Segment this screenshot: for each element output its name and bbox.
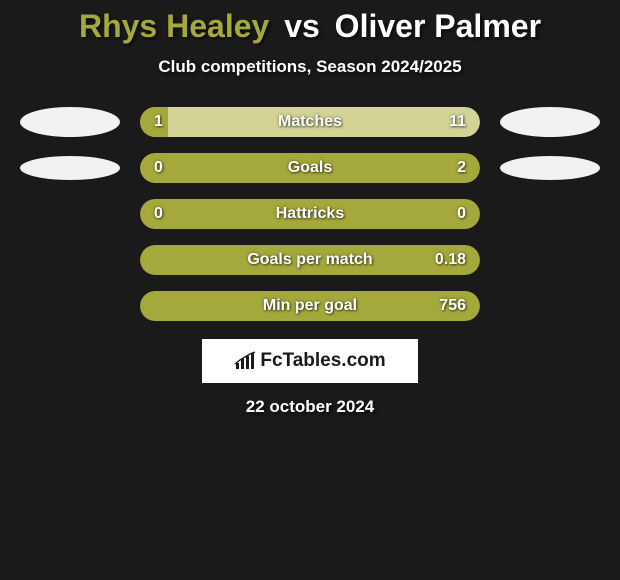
player2-avatar (500, 107, 600, 137)
date: 22 october 2024 (0, 397, 620, 417)
spacer (10, 199, 110, 229)
subtitle: Club competitions, Season 2024/2025 (0, 57, 620, 77)
player1-avatar (20, 107, 120, 137)
logo: FcTables.com (234, 350, 385, 372)
spacer (510, 199, 610, 229)
stats-list: 1Matches110Goals20Hattricks0Goals per ma… (0, 107, 620, 321)
logo-text: FcTables.com (260, 350, 385, 372)
stat-right-value: 756 (439, 291, 466, 321)
stat-bar: 0Hattricks0 (140, 199, 480, 229)
stat-row: 0Hattricks0 (0, 199, 620, 229)
stat-label: Goals (140, 153, 480, 183)
stat-right-value: 0.18 (435, 245, 466, 275)
stat-right-value: 0 (457, 199, 466, 229)
stat-right-value: 2 (457, 153, 466, 183)
stat-bar: 0Goals2 (140, 153, 480, 183)
vs-text: vs (284, 8, 320, 44)
stat-bar: Goals per match0.18 (140, 245, 480, 275)
logo-box: FcTables.com (202, 339, 418, 383)
stat-bar: Min per goal756 (140, 291, 480, 321)
spacer (10, 245, 110, 275)
player1-avatar (20, 156, 120, 180)
spacer (10, 291, 110, 321)
stat-label: Min per goal (140, 291, 480, 321)
stat-label: Goals per match (140, 245, 480, 275)
player2-name: Oliver Palmer (335, 8, 541, 44)
stat-row: Min per goal756 (0, 291, 620, 321)
stat-right-value: 11 (449, 107, 466, 137)
stat-bar: 1Matches11 (140, 107, 480, 137)
spacer (510, 245, 610, 275)
stat-row: 0Goals2 (0, 153, 620, 183)
stat-row: Goals per match0.18 (0, 245, 620, 275)
stat-row: 1Matches11 (0, 107, 620, 137)
stat-label: Hattricks (140, 199, 480, 229)
page-title: Rhys Healey vs Oliver Palmer (0, 8, 620, 45)
spacer (510, 291, 610, 321)
barchart-icon (234, 351, 256, 371)
player1-name: Rhys Healey (79, 8, 269, 44)
player2-avatar (500, 156, 600, 180)
stat-label: Matches (140, 107, 480, 137)
comparison-card: Rhys Healey vs Oliver Palmer Club compet… (0, 0, 620, 417)
